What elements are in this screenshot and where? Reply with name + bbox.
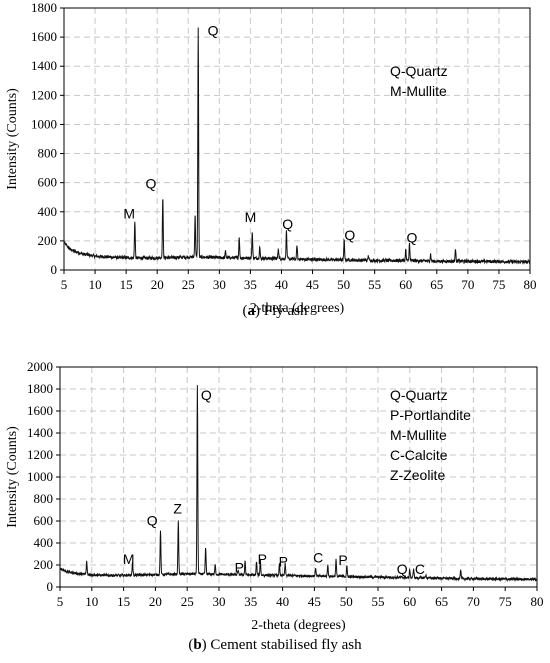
caption-a-letter: a	[247, 303, 255, 319]
panel-a-y-tick-label: 1000	[31, 116, 57, 131]
panel-a-x-tick-label: 70	[461, 277, 474, 292]
panel-a-x-tick-label: 65	[430, 277, 443, 292]
panel-a-peak-label: Q	[208, 23, 219, 39]
panel-b-y-tick-label: 800	[34, 491, 54, 506]
panel-a-y-tick-label: 600	[38, 175, 58, 190]
panel-b-x-tick-label: 5	[57, 594, 64, 609]
panel-a-y-tick-label: 200	[38, 233, 58, 248]
panel-a-x-tick-label: 40	[275, 277, 288, 292]
panel-a-x-axis-title: 2-theta (degrees)	[250, 301, 345, 316]
panel-a-peak-label: Q	[344, 227, 355, 243]
panel-a-xrd-series-line	[63, 27, 531, 265]
panel-b-x-tick-label: 60	[403, 594, 416, 609]
panel-a-x-tick-label: 60	[399, 277, 412, 292]
panel-a-y-tick-label: 0	[51, 262, 58, 277]
panel-a-x-tick-label: 80	[524, 277, 537, 292]
panel-b-x-tick-label: 80	[531, 594, 544, 609]
panel-b-peak-label: C	[313, 549, 323, 565]
panel-b-peak-label: Q	[201, 387, 212, 403]
panel-a-x-tick-label: 50	[337, 277, 350, 292]
panel-a-peak-label: Q	[407, 229, 418, 245]
caption-a-text: Fly ash	[263, 303, 308, 319]
panel-b-x-tick-label: 10	[85, 594, 98, 609]
panel-a-x-tick-label: 20	[151, 277, 164, 292]
xrd-chart-cement-stabilised-fly-ash: 5 10 15 20 25 30 35 40 45 50 55 60 65 70 75 80020040060…	[5, 359, 544, 633]
panel-b-x-tick-label: 75	[499, 594, 512, 609]
panel-b-y-tick-label: 2000	[27, 359, 53, 374]
panel-b-y-tick-label: 1000	[27, 469, 53, 484]
caption-b: (b) Cement stabilised fly ash	[188, 637, 362, 653]
panel-a-x-tick-label: 35	[244, 277, 257, 292]
panel-b-peak-label: C	[415, 561, 425, 577]
panel-b-y-tick-label: 0	[47, 579, 54, 594]
panel-b-peak-label: M	[123, 551, 135, 567]
panel-b-x-axis-title: 2-theta (degrees)	[251, 618, 346, 633]
panel-a-peak-label: Q	[146, 175, 157, 191]
panel-b-peak-label: Z	[173, 500, 182, 516]
panel-a-peak-label: M	[123, 205, 135, 221]
panel-a-x-tick-label: 75	[492, 277, 505, 292]
panel-a-y-tick-label: 1800	[31, 0, 57, 15]
panel-b-x-tick-label: 50	[340, 594, 353, 609]
panel-a-peak-label: Q	[282, 216, 293, 232]
panel-b-peak-label: P	[338, 552, 347, 568]
panel-b-x-tick-label: 35	[244, 594, 257, 609]
panel-a-plot-frame	[63, 7, 531, 271]
panel-b-legend-entry: C-Calcite	[390, 447, 448, 463]
panel-b-y-tick-label: 200	[34, 557, 54, 572]
panel-b: 5 10 15 20 25 30 35 40 45 50 55 60 65 70 75 80 0 200 400 60…	[0, 340, 550, 663]
panel-b-peak-label: P	[279, 554, 288, 570]
panel-a-y-tick-label: 800	[38, 146, 58, 161]
panel-b-y-tick-label: 1200	[27, 447, 53, 462]
panel-a-x-tick-label: 15	[120, 277, 133, 292]
panel-b-x-tick-label: 70	[467, 594, 480, 609]
panel-b-x-tick-label: 55	[372, 594, 385, 609]
panel-a-x-tick-label: 30	[213, 277, 226, 292]
panel-a-x-tick-label: 55	[368, 277, 381, 292]
panel-b-peak-label: Q	[147, 512, 158, 528]
panel-b-x-tick-label: 20	[149, 594, 162, 609]
caption-b-text: Cement stabilised fly ash	[210, 637, 362, 653]
panel-a-y-tick-label: 1400	[31, 58, 57, 73]
panel-b-x-tick-label: 45	[308, 594, 321, 609]
panel-a-y-tick-label: 400	[38, 204, 58, 219]
panel-a-y-tick-label: 1600	[31, 29, 57, 44]
panel-b-y-tick-label: 1600	[27, 403, 53, 418]
panel-b-legend-entry: Z-Zeolite	[390, 467, 445, 483]
panel-b-x-tick-label: 15	[117, 594, 130, 609]
panel-b-peak-label: P	[258, 551, 267, 567]
panel-b-peak-label: Q	[397, 561, 408, 577]
panel-b-x-tick-label: 30	[213, 594, 226, 609]
panel-a-peak-label: M	[245, 209, 257, 225]
panel-b-y-tick-label: 1800	[27, 381, 53, 396]
xrd-chart-fly-ash: 5 10 15 20 25 30 35 40 45 50 55 60 65 70 75 80020040060…	[5, 0, 537, 316]
caption-a: (a) Fly ash	[242, 303, 308, 319]
panel-a: 5 10 15 20 25 30 35 40 45 50 55 60 65 70 75 80 0 200 400 60…	[0, 0, 550, 330]
panel-a-x-tick-label: 45	[306, 277, 319, 292]
panel-a-x-tick-label: 25	[182, 277, 195, 292]
panel-a-x-tick-label: 10	[89, 277, 102, 292]
panel-b-legend-entry: M-Mullite	[390, 427, 447, 443]
panel-b-peak-label: P	[235, 560, 244, 576]
panel-b-y-tick-label: 600	[34, 513, 54, 528]
panel-a-y-axis-title: Intensity (Counts)	[5, 88, 20, 190]
panel-b-x-tick-label: 65	[435, 594, 448, 609]
panel-b-y-tick-label: 1400	[27, 425, 53, 440]
panel-b-y-axis-title: Intensity (Counts)	[5, 426, 20, 528]
panel-b-x-tick-label: 40	[276, 594, 289, 609]
panel-a-legend-entry: M-Mullite	[390, 83, 447, 99]
panel-b-x-tick-label: 25	[181, 594, 194, 609]
panel-b-legend-entry: P-Portlandite	[390, 407, 471, 423]
panel-b-y-tick-label: 400	[34, 535, 54, 550]
panel-a-x-tick-label: 5	[61, 277, 68, 292]
panel-b-legend-entry: Q-Quartz	[390, 387, 448, 403]
panel-b-xrd-series-line	[59, 385, 538, 583]
panel-a-legend-entry: Q-Quartz	[390, 63, 448, 79]
panel-a-y-tick-label: 1200	[31, 87, 57, 102]
caption-b-letter: b	[193, 637, 202, 653]
